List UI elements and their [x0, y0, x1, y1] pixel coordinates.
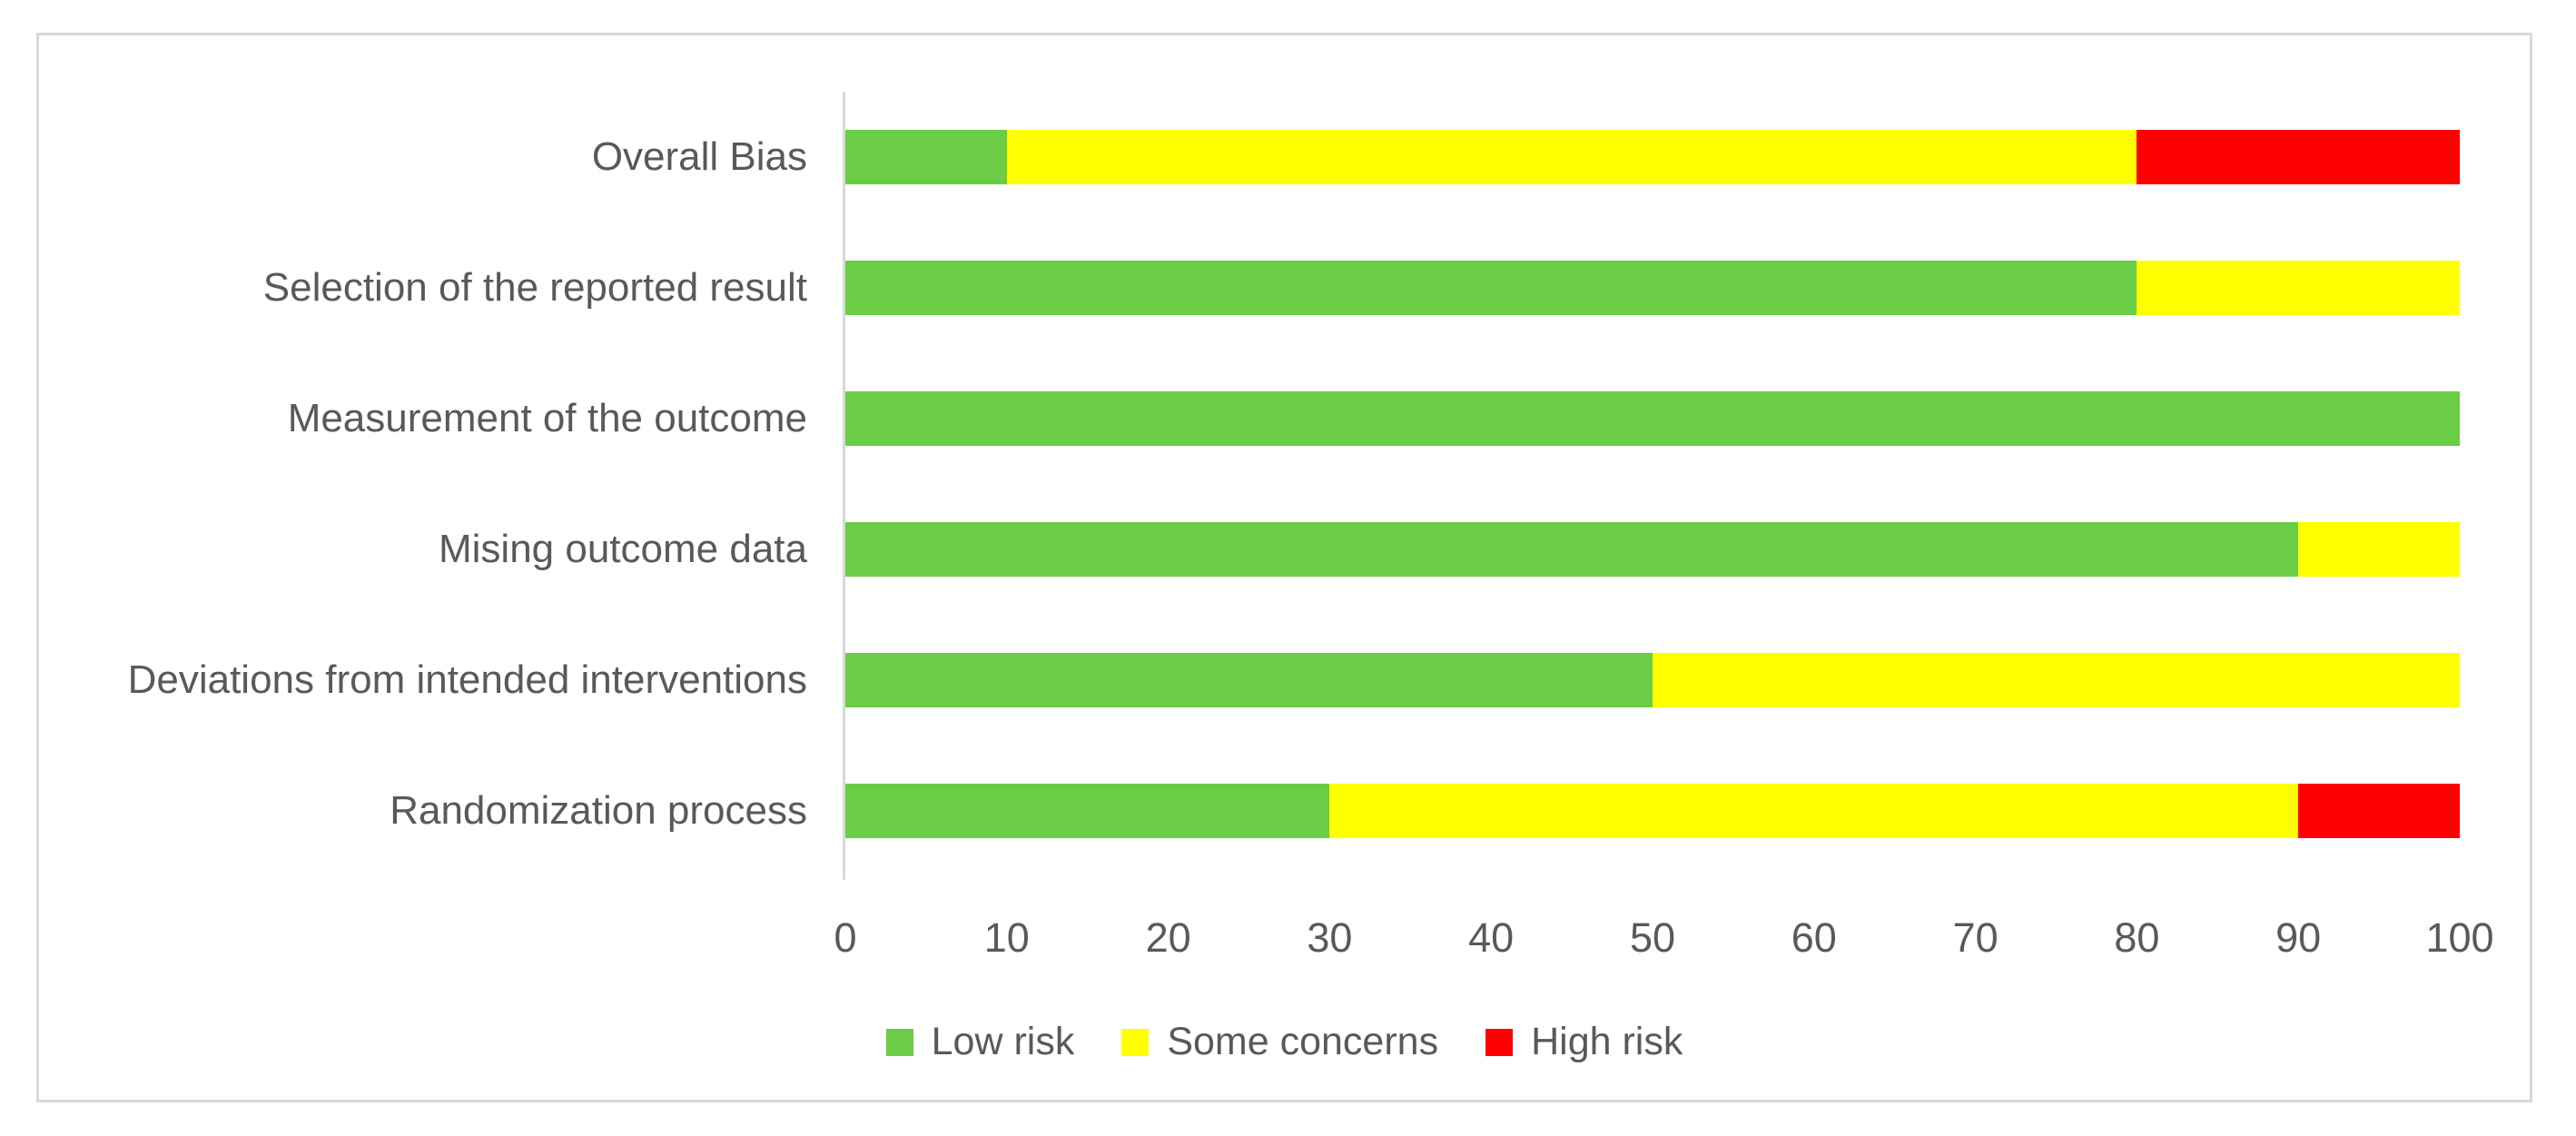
x-tick-label-50: 50 [1629, 914, 1676, 961]
x-tick-label-80: 80 [2114, 914, 2160, 961]
category-label-deviations-from-intended-interventions: Deviations from intended interventions [127, 657, 807, 702]
bar-row: Randomization process [39, 746, 2460, 876]
stacked-bar [845, 391, 2460, 446]
plot-rows: Overall Bias Selection of the reported re… [39, 92, 2460, 876]
legend-label-some-concerns: Some concerns [1167, 1020, 1439, 1063]
stacked-bar [845, 130, 2460, 184]
bar-segment-low-risk [845, 784, 1330, 838]
x-tick-label-40: 40 [1468, 914, 1515, 961]
bar-segment-some-concerns [2137, 261, 2460, 315]
bar-segment-some-concerns [1653, 653, 2460, 707]
bar-row: Measurement of the outcome [39, 353, 2460, 484]
legend: Low risk Some concerns High risk [39, 1020, 2530, 1064]
y-axis-line [843, 92, 845, 880]
chart-frame: Overall Bias Selection of the reported re… [36, 33, 2532, 1102]
bar-segment-low-risk [845, 653, 1653, 707]
category-label-selection-of-the-reported-result: Selection of the reported result [262, 264, 807, 310]
x-tick-label-100: 100 [2425, 914, 2494, 961]
bar-row: Overall Bias [39, 92, 2460, 222]
stacked-bar [845, 261, 2460, 315]
legend-label-low-risk: Low risk [931, 1020, 1075, 1063]
legend-item-high-risk: High risk [1485, 1020, 1683, 1064]
category-label-randomization-process: Randomization process [390, 787, 807, 833]
bar-segment-low-risk [845, 261, 2137, 315]
stacked-bar [845, 522, 2460, 577]
category-label-mising-outcome-data: Mising outcome data [439, 526, 807, 571]
legend-item-low-risk: Low risk [885, 1020, 1075, 1064]
bar-segment-some-concerns [2298, 522, 2460, 577]
legend-item-some-concerns: Some concerns [1121, 1020, 1438, 1064]
category-label-measurement-of-the-outcome: Measurement of the outcome [287, 395, 807, 440]
bar-segment-high-risk [2298, 784, 2460, 838]
x-tick-label-0: 0 [834, 914, 857, 961]
category-label-overall-bias: Overall Bias [591, 133, 807, 179]
bar-segment-low-risk [845, 130, 1007, 184]
x-tick-label-60: 60 [1791, 914, 1837, 961]
legend-label-high-risk: High risk [1531, 1020, 1683, 1063]
bar-segment-some-concerns [1006, 130, 2137, 184]
stacked-bar [845, 784, 2460, 838]
x-tick-label-10: 10 [983, 914, 1030, 961]
x-tick-label-20: 20 [1145, 914, 1191, 961]
x-axis-labels: 0 10 20 30 40 50 60 70 80 90 100 [834, 914, 2493, 973]
x-tick-label-90: 90 [2275, 914, 2322, 961]
bar-segment-some-concerns [1329, 784, 2299, 838]
x-tick-label-70: 70 [1952, 914, 1999, 961]
x-tick-label-30: 30 [1307, 914, 1353, 961]
legend-swatch-low-risk [885, 1028, 913, 1056]
bar-row: Mising outcome data [39, 484, 2460, 615]
bar-row: Selection of the reported result [39, 222, 2460, 353]
legend-swatch-high-risk [1485, 1028, 1514, 1056]
bar-segment-high-risk [2137, 130, 2460, 184]
stacked-bar [845, 653, 2460, 707]
legend-swatch-some-concerns [1121, 1028, 1150, 1056]
bar-segment-low-risk [845, 391, 2460, 446]
bar-row: Deviations from intended interventions [39, 615, 2460, 746]
bar-segment-low-risk [845, 522, 2299, 577]
